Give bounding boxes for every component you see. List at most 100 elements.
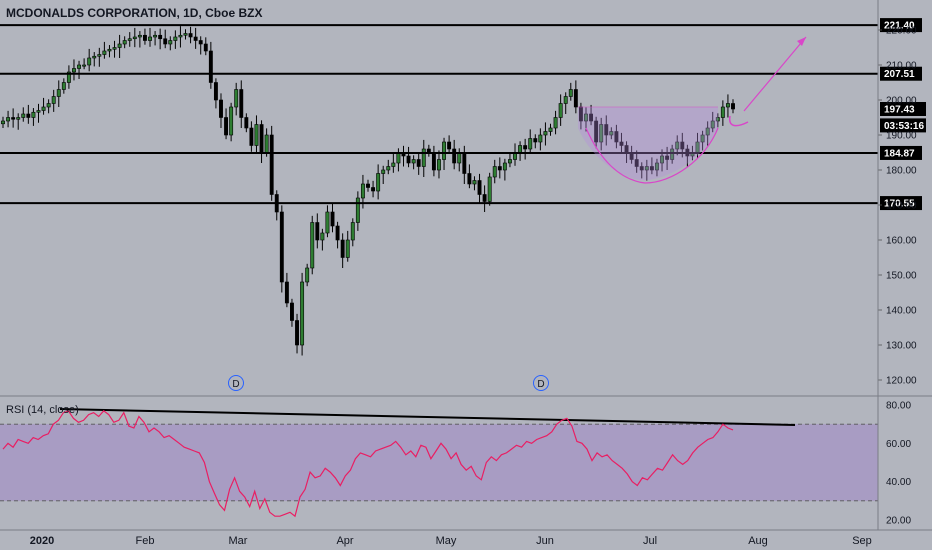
candle-down: [193, 36, 198, 41]
candle-down: [416, 159, 421, 167]
candle-up: [107, 48, 112, 52]
candle-up: [548, 127, 553, 132]
rsi-tick-label: 60.00: [886, 439, 911, 450]
candle-down: [269, 134, 274, 195]
rsi-trendline: [59, 408, 796, 426]
candle-down: [208, 50, 213, 83]
candle-down: [315, 222, 320, 241]
price-tick-label: 160.00: [886, 236, 917, 247]
candle-up: [507, 159, 512, 164]
candle-up: [117, 43, 122, 48]
candle-up: [502, 162, 507, 171]
candle-down: [680, 141, 685, 150]
candle-up: [132, 36, 137, 40]
candle-up: [599, 124, 604, 143]
candle-down: [340, 239, 345, 258]
candle-down: [452, 148, 457, 164]
candle-up: [355, 197, 360, 223]
candle-up: [112, 47, 117, 50]
candle-up: [72, 68, 76, 73]
candle-down: [259, 124, 264, 153]
candle-down: [589, 113, 594, 122]
candle-up: [305, 267, 310, 283]
candle-down: [284, 281, 289, 304]
rsi-band-fill: [0, 424, 878, 501]
candle-up: [41, 106, 46, 111]
rsi-tick-label: 20.00: [886, 516, 911, 527]
candle-up: [675, 141, 680, 150]
candle-up: [325, 211, 330, 234]
candle-up: [122, 40, 127, 45]
time-tick-label: 2020: [30, 535, 54, 547]
candle-down: [462, 152, 467, 174]
price-tick-label: 200.00: [886, 96, 917, 107]
candle-down: [366, 183, 370, 188]
candle-down: [523, 145, 528, 150]
candle-up: [396, 152, 401, 164]
candle-up: [528, 138, 533, 150]
candle-down: [649, 166, 654, 171]
candle-up: [660, 155, 664, 164]
candle-up: [386, 166, 391, 171]
candle-up: [472, 180, 477, 185]
time-tick-label: May: [436, 535, 457, 547]
candle-up: [16, 117, 21, 120]
price-tick-label: 120.00: [886, 376, 917, 387]
rsi-tick-label: 40.00: [886, 477, 911, 488]
candle-up: [102, 50, 107, 55]
candle-down: [330, 211, 335, 227]
candle-down: [279, 211, 284, 283]
candle-down: [482, 194, 487, 202]
candle-up: [553, 117, 558, 129]
candle-up: [127, 38, 132, 41]
candle-up: [300, 281, 305, 346]
candle-up: [563, 96, 568, 104]
candle-up: [568, 89, 573, 97]
candle-up: [715, 117, 720, 122]
time-tick-label: Jun: [536, 535, 554, 547]
candle-down: [26, 113, 31, 118]
event-marker-label: D: [232, 379, 239, 390]
candle-up: [183, 33, 188, 36]
time-tick-label: Feb: [136, 535, 155, 547]
candle-up: [725, 103, 730, 108]
time-tick-label: Jul: [643, 535, 657, 547]
level-label-box: [880, 18, 922, 33]
price-tick-label: 220.00: [886, 26, 917, 37]
cup-shape-fill: [578, 107, 718, 181]
handle-curve: [728, 115, 749, 127]
candle-down: [447, 141, 452, 150]
candle-up: [234, 89, 239, 108]
candle-down: [594, 120, 599, 143]
candle-up: [705, 127, 710, 136]
candle-up: [178, 34, 183, 38]
candle-up: [700, 134, 705, 143]
candle-up: [376, 173, 381, 192]
candle-down: [239, 89, 244, 118]
levels-layer: 221.40 207.51 184.87 170.55 197.43 03:53:16: [0, 18, 926, 211]
candle-up: [457, 152, 462, 164]
candles-layer: [1, 26, 735, 356]
price-tick-label: 140.00: [886, 306, 917, 317]
candle-down: [497, 166, 502, 171]
candle-up: [153, 34, 158, 38]
candle-down: [219, 99, 223, 118]
candle-up: [61, 82, 66, 90]
price-tick-label: 170.00: [886, 201, 917, 212]
candle-up: [644, 166, 649, 171]
event-marker-circle: [533, 375, 549, 391]
level-label-box: [880, 145, 922, 160]
candle-up: [543, 131, 548, 136]
price-tick-label: 190.00: [886, 131, 917, 142]
candle-up: [77, 64, 81, 69]
candle-up: [609, 131, 614, 136]
candle-up: [36, 110, 41, 113]
candle-down: [614, 131, 619, 143]
candle-up: [655, 162, 659, 171]
time-tick-label: Sep: [852, 535, 872, 547]
candle-down: [163, 38, 168, 45]
candle-up: [487, 176, 492, 202]
candle-down: [11, 117, 16, 120]
candle-up: [137, 34, 142, 38]
